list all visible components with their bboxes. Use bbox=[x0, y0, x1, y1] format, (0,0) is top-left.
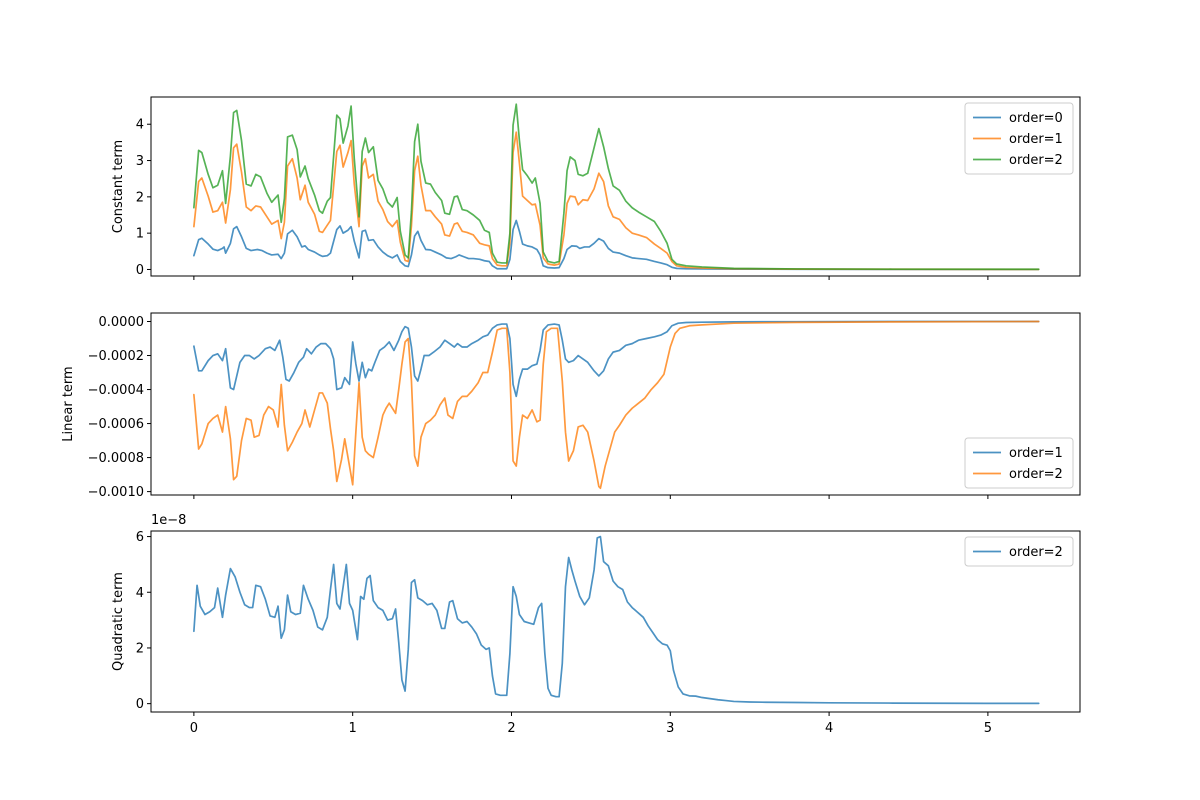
y-tick-label: 4 bbox=[136, 118, 144, 133]
y-tick-label: −0.0010 bbox=[88, 485, 144, 500]
y-tick-label: 2 bbox=[136, 190, 144, 205]
legend: order=1 order=2 bbox=[964, 437, 1074, 489]
y-tick-label: 4 bbox=[136, 586, 144, 601]
y-axis-label: Linear term bbox=[61, 366, 76, 441]
x-tick-label: 1 bbox=[349, 721, 357, 736]
axes-frame bbox=[150, 96, 1081, 277]
series-line bbox=[193, 535, 1040, 705]
x-tick-label: 4 bbox=[825, 721, 833, 736]
series-line bbox=[193, 320, 1040, 490]
axes-frame bbox=[150, 312, 1081, 496]
legend: order=2 bbox=[964, 536, 1074, 567]
axis-offset-label: 1e−8 bbox=[151, 513, 186, 528]
subplot-1: 0 1 2 3 4 Constant term order=0 order=1 order=2 bbox=[111, 96, 1081, 280]
y-tick-label: 0 bbox=[136, 697, 144, 712]
legend-frame bbox=[964, 437, 1074, 489]
legend-label: order=1 bbox=[1009, 446, 1063, 461]
y-tick-label: −0.0004 bbox=[88, 383, 144, 398]
y-tick-label: 3 bbox=[136, 154, 144, 169]
series-line bbox=[193, 131, 1040, 271]
legend-frame bbox=[964, 536, 1074, 567]
x-tick-label: 5 bbox=[984, 721, 992, 736]
series-line bbox=[193, 320, 1040, 398]
y-tick-label: −0.0008 bbox=[88, 451, 144, 466]
x-tick-label: 2 bbox=[507, 721, 515, 736]
legend-label: order=2 bbox=[1009, 153, 1063, 168]
axes-frame bbox=[150, 530, 1081, 713]
x-tick-label: 3 bbox=[666, 721, 674, 736]
legend-label: order=2 bbox=[1009, 467, 1063, 482]
legend-label: order=2 bbox=[1009, 545, 1063, 560]
y-axis-label: Constant term bbox=[111, 140, 126, 233]
series-line bbox=[193, 219, 1040, 271]
y-tick-label: −0.0006 bbox=[88, 417, 144, 432]
legend-frame bbox=[964, 102, 1074, 175]
y-tick-label: 0.0000 bbox=[99, 315, 145, 330]
y-tick-label: 0 bbox=[136, 263, 144, 278]
subplot-2: 0.0000 −0.0002 −0.0004 −0.0006 −0.0008 −0.001… bbox=[61, 312, 1081, 500]
legend: order=0 order=1 order=2 bbox=[964, 102, 1074, 175]
legend-label: order=0 bbox=[1009, 111, 1063, 126]
y-tick-label: 6 bbox=[136, 530, 144, 545]
y-axis-label: Quadratic term bbox=[111, 572, 126, 671]
y-tick-label: 1 bbox=[136, 227, 144, 242]
legend-label: order=1 bbox=[1009, 132, 1063, 147]
series-line bbox=[193, 103, 1040, 271]
x-tick-label: 0 bbox=[190, 721, 198, 736]
y-tick-label: 2 bbox=[136, 641, 144, 656]
y-tick-label: −0.0002 bbox=[88, 349, 144, 364]
subplot-3: 0 2 4 6 0 1 2 3 4 5 Quadratic term 1e−8 order=2 bbox=[111, 513, 1081, 736]
